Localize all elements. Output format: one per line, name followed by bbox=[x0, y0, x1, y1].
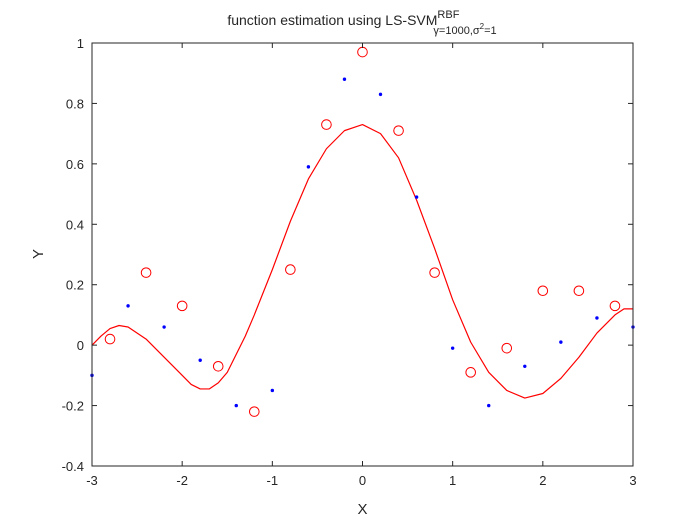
title-main: function estimation using LS-SVM bbox=[227, 12, 437, 28]
x-axis-ticks: -3 -2 -1 0 1 2 3 bbox=[86, 43, 637, 488]
circle-marker bbox=[140, 267, 152, 278]
x-tick-label: -1 bbox=[267, 473, 279, 488]
circle-marker bbox=[609, 300, 621, 312]
x-tick-label: -3 bbox=[86, 473, 98, 488]
circle-marker bbox=[465, 367, 477, 378]
dot-marker bbox=[342, 77, 347, 81]
title-subscript-end: =1 bbox=[484, 25, 497, 37]
x-tick-label: -2 bbox=[176, 473, 188, 488]
dot-marker bbox=[198, 358, 202, 362]
chart-title: function estimation using LS-SVMRBF γ=100… bbox=[227, 9, 496, 37]
circle-marker bbox=[176, 300, 188, 312]
dot-marker bbox=[450, 346, 455, 350]
y-tick-label: -0.4 bbox=[62, 459, 84, 474]
x-tick-label: 3 bbox=[629, 473, 636, 488]
circle-marker bbox=[285, 264, 296, 275]
dot-marker bbox=[523, 364, 527, 368]
fitted-curve bbox=[91, 123, 633, 399]
dot-marker bbox=[306, 165, 311, 169]
circle-marker bbox=[429, 267, 440, 278]
title-superscript: RBF bbox=[437, 9, 459, 21]
dot-marker bbox=[414, 195, 419, 199]
plot-area bbox=[92, 43, 633, 466]
y-tick-label: -0.2 bbox=[62, 399, 84, 414]
circle-marker bbox=[393, 125, 404, 136]
circle-marker bbox=[537, 285, 549, 297]
x-tick-label: 1 bbox=[449, 473, 456, 488]
dot-marker bbox=[487, 403, 491, 408]
y-tick-label: 1 bbox=[77, 36, 84, 51]
circle-marker bbox=[212, 360, 224, 372]
dot-marker bbox=[559, 340, 563, 344]
dot-marker bbox=[378, 92, 383, 97]
y-tick-label: 0.8 bbox=[66, 96, 84, 111]
dot-marker bbox=[270, 388, 275, 393]
y-axis-ticks: -0.4 -0.2 0 0.2 0.4 0.6 0.8 1 bbox=[62, 36, 633, 474]
dot-marker bbox=[595, 316, 599, 320]
x-tick-label: 2 bbox=[539, 473, 546, 488]
fitted-curve-layer bbox=[91, 123, 633, 399]
y-tick-label: 0.2 bbox=[66, 278, 84, 293]
title-subscript: γ=1000, bbox=[433, 25, 472, 37]
dot-marker bbox=[126, 304, 130, 308]
circle-marker bbox=[321, 119, 332, 130]
title-sigma-power: 2 bbox=[480, 22, 485, 31]
circle-marker bbox=[573, 285, 585, 297]
circle-marker bbox=[249, 406, 260, 417]
dot-marker bbox=[162, 325, 166, 329]
y-tick-label: 0.4 bbox=[66, 217, 84, 232]
dot-markers-layer bbox=[90, 77, 635, 408]
y-tick-label: 0.6 bbox=[66, 157, 84, 172]
circle-marker bbox=[501, 342, 513, 354]
dot-marker bbox=[234, 403, 238, 408]
x-axis-label: X bbox=[357, 501, 367, 518]
y-axis-label: Y bbox=[30, 249, 47, 259]
circle-marker bbox=[104, 333, 116, 345]
title-sigma: σ bbox=[473, 25, 480, 37]
x-tick-label: 0 bbox=[359, 473, 366, 488]
y-tick-label: 0 bbox=[77, 338, 84, 353]
